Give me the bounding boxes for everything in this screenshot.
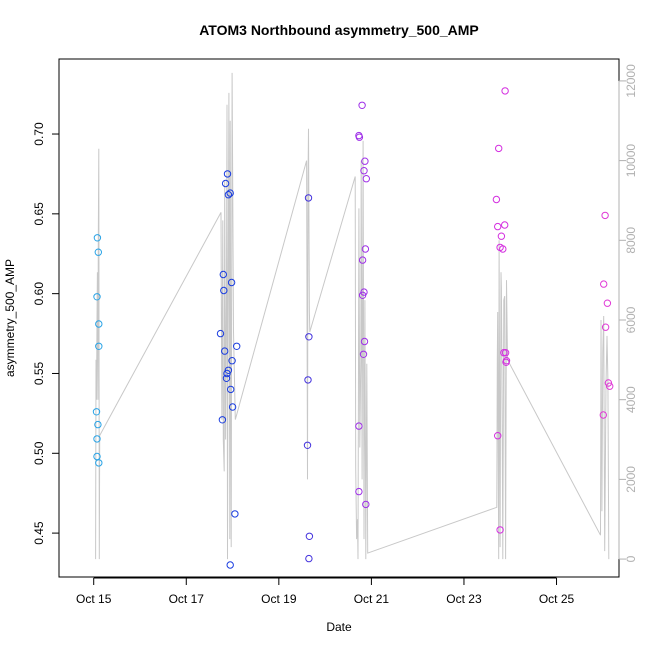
y2-tick-label: 10000	[624, 144, 638, 178]
data-point	[603, 299, 612, 307]
data-point	[304, 194, 313, 202]
y-tick-label: 0.65	[32, 202, 46, 226]
data-point	[362, 500, 370, 509]
data-point	[228, 403, 237, 411]
y2-tick-label: 0	[624, 555, 638, 562]
y-tick-label: 0.45	[32, 521, 46, 545]
data-point	[360, 337, 369, 346]
data-point	[499, 245, 507, 253]
data-point	[606, 382, 614, 390]
data-point	[305, 532, 314, 540]
y2-axis: 0 2000 4000 6000 8000 10000 12000	[618, 64, 638, 562]
data-point	[228, 357, 236, 365]
y-tick-label: 0.60	[32, 282, 46, 306]
y2-tick-label: 2000	[624, 466, 638, 493]
data-point	[502, 358, 510, 366]
y-tick-label: 0.70	[32, 122, 46, 146]
y2-tick-label: 12000	[624, 64, 638, 98]
y2-tick-label: 4000	[624, 386, 638, 413]
data-point	[226, 561, 234, 569]
y2-tick-label: 6000	[624, 306, 638, 333]
data-point	[304, 376, 312, 384]
data-point	[220, 286, 228, 295]
data-point	[223, 170, 232, 178]
y-axis-label: asymmetry_500_AMP	[3, 259, 17, 377]
data-point	[305, 554, 313, 563]
x-axis-label: Date	[326, 620, 352, 634]
data-point	[226, 189, 234, 197]
data-point	[218, 416, 227, 424]
data-point	[604, 379, 613, 387]
data-point	[233, 342, 241, 350]
data-point	[355, 133, 364, 141]
data-points	[92, 87, 614, 569]
data-point	[495, 144, 503, 153]
data-point	[95, 320, 103, 328]
y2-tick-label: 8000	[624, 227, 638, 254]
data-point	[359, 350, 368, 358]
data-point	[95, 342, 103, 350]
data-point	[362, 175, 370, 183]
data-point	[95, 459, 103, 467]
data-point	[496, 526, 504, 534]
plot-frame	[58, 58, 620, 578]
data-point	[361, 245, 370, 253]
x-tick-label: Oct 25	[539, 592, 575, 606]
data-point	[222, 374, 231, 382]
data-point	[494, 222, 502, 231]
x-tick-label: Oct 21	[354, 592, 390, 606]
data-point	[303, 441, 312, 449]
data-point	[305, 333, 313, 341]
data-point	[360, 167, 368, 175]
data-point	[358, 291, 367, 299]
x-tick-label: Oct 23	[446, 592, 482, 606]
data-point	[223, 369, 231, 378]
count-series-line	[95, 72, 610, 560]
data-point	[94, 248, 103, 256]
count-line	[95, 72, 610, 560]
data-point	[93, 234, 102, 242]
data-point	[355, 487, 363, 496]
x-tick-label: Oct 19	[261, 592, 297, 606]
data-point	[492, 195, 501, 204]
data-point	[231, 510, 239, 518]
data-point	[219, 270, 228, 279]
data-point	[600, 280, 608, 288]
data-point	[358, 256, 367, 264]
data-point	[92, 408, 101, 416]
data-point	[501, 349, 510, 357]
chart-title: ATOM3 Northbound asymmetry_500_AMP	[199, 22, 479, 38]
data-point	[501, 221, 509, 229]
x-tick-label: Oct 17	[169, 592, 205, 606]
y-tick-label: 0.50	[32, 441, 46, 465]
data-point	[93, 435, 101, 443]
data-point	[227, 385, 235, 394]
data-point	[361, 157, 369, 165]
data-point	[497, 232, 506, 240]
data-point	[227, 278, 236, 287]
data-point	[494, 432, 502, 440]
data-point	[601, 211, 609, 220]
y-axis: 0.45 0.50 0.55 0.60 0.65 0.70	[32, 122, 60, 545]
data-point	[355, 422, 363, 430]
data-point	[221, 179, 230, 188]
data-point	[599, 411, 607, 419]
data-point	[501, 87, 509, 95]
y-tick-label: 0.55	[32, 361, 46, 385]
data-point	[94, 420, 102, 429]
data-point	[601, 323, 610, 331]
data-point	[216, 329, 225, 338]
data-point	[93, 293, 101, 301]
data-point	[221, 347, 229, 355]
data-point	[224, 191, 233, 199]
x-tick-label: Oct 15	[76, 592, 112, 606]
data-point	[358, 101, 366, 110]
x-axis: Oct 15 Oct 17 Oct 19 Oct 21 Oct 23 Oct 25	[76, 577, 575, 606]
